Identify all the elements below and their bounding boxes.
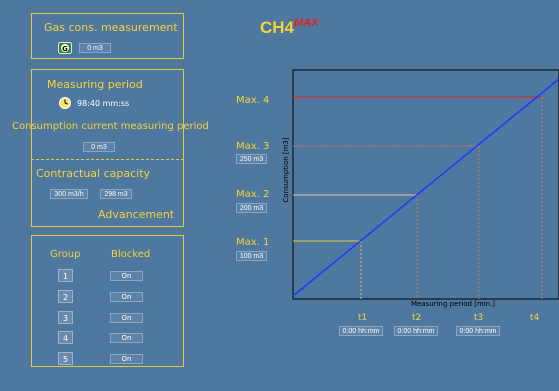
max4-label: Max. 4 <box>236 95 270 106</box>
blocked-header: Blocked <box>111 249 151 260</box>
max3-label: Max. 3 <box>236 141 270 152</box>
y-axis-label: Consumption [m3] <box>282 137 290 203</box>
contractual-capacity-value: 300 m3/h <box>50 189 88 199</box>
x-axis-label: Measuring period [min.] <box>411 300 495 308</box>
group-number-2: 2 <box>58 290 73 303</box>
plot-frame <box>292 69 559 300</box>
max1-label: Max. 1 <box>236 237 270 248</box>
gas-measurement-title: Gas cons. measurement <box>44 21 178 34</box>
clock-icon <box>59 97 71 109</box>
group-number-4: 4 <box>58 331 73 344</box>
max2-label: Max. 2 <box>236 189 270 200</box>
consumption-current-value: 0 m3 <box>83 142 115 152</box>
max2-value: 200 m3 <box>236 203 267 213</box>
blocked-toggle-5[interactable]: On <box>110 354 143 364</box>
chart-title-main: CH4 <box>260 18 295 37</box>
group-header: Group <box>50 249 81 260</box>
t3-label: t3 <box>474 313 484 323</box>
chart-title-superscript: MAX <box>294 17 319 29</box>
consumption-line <box>292 78 559 297</box>
gas-meter-icon-letter: G <box>62 45 68 53</box>
gas-consumption-value: 0 m3 <box>79 43 111 53</box>
gas-meter-icon: G <box>58 42 72 54</box>
contractual-capacity-label: Contractual capacity <box>36 167 151 180</box>
blocked-toggle-4[interactable]: On <box>110 333 143 343</box>
measuring-period-time: 98:40 mm:ss <box>77 99 130 108</box>
consumption-current-label: Consumption current measuring period <box>12 121 209 132</box>
advancement-label: Advancement <box>98 208 175 221</box>
measuring-period-panel <box>31 69 184 227</box>
measuring-period-title: Measuring period <box>47 78 143 91</box>
advancement-value: 298 m3 <box>100 189 132 199</box>
period-divider <box>31 159 184 160</box>
consumption-chart: Consumption [m3] Measuring period [min.] <box>282 69 559 308</box>
group-number-1: 1 <box>58 269 73 282</box>
blocked-toggle-1[interactable]: On <box>110 271 143 281</box>
t2-value: 0:00 hh:mm <box>394 326 438 336</box>
t3-value: 0:00 hh:mm <box>456 326 500 336</box>
max3-value: 250 m3 <box>236 154 267 164</box>
t1-label: t1 <box>358 313 368 323</box>
group-number-3: 3 <box>58 311 73 324</box>
group-number-5: 5 <box>58 352 73 365</box>
chart-title: CH4MAX <box>260 17 319 38</box>
gas-measurement-panel <box>31 13 184 59</box>
blocked-toggle-2[interactable]: On <box>110 292 143 302</box>
t4-label: t4 <box>530 313 540 323</box>
blocked-toggle-3[interactable]: On <box>110 313 143 323</box>
max1-value: 100 m3 <box>236 251 267 261</box>
group-blocked-panel <box>31 235 184 367</box>
t1-value: 0:00 hh:mm <box>339 326 383 336</box>
t2-label: t2 <box>412 313 422 323</box>
